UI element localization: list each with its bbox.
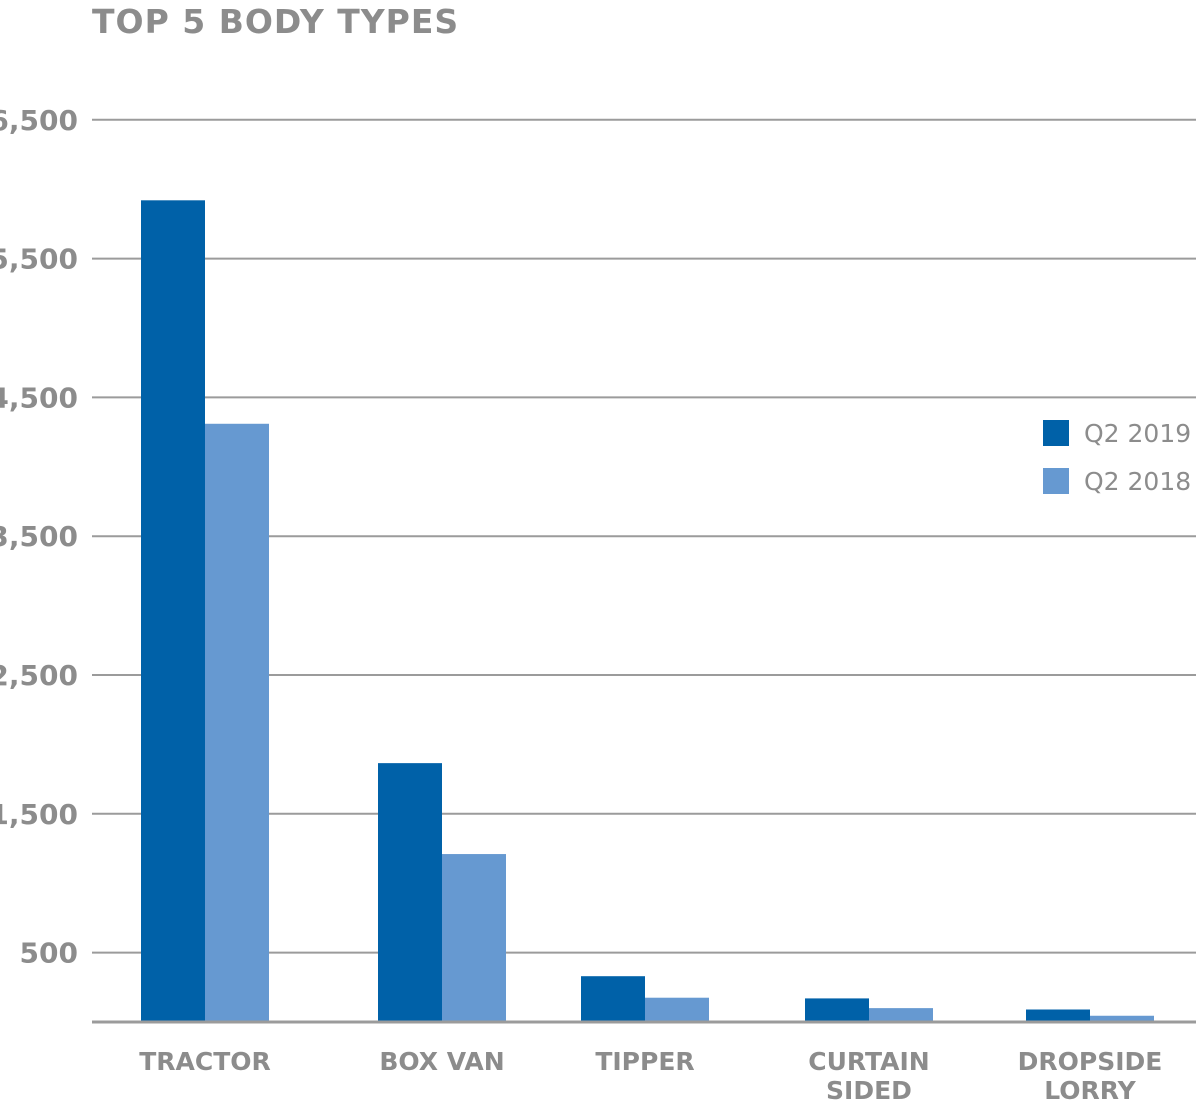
category-label: DROPSIDE LORRY <box>1018 1047 1163 1105</box>
legend-swatch <box>1043 468 1069 494</box>
category-label-line: CURTAIN <box>808 1047 929 1076</box>
category-label-line: TIPPER <box>595 1047 694 1076</box>
y-tick-label: 6,500 <box>0 104 78 137</box>
category-label-line: BOX VAN <box>379 1047 504 1076</box>
category-label-line: TRACTOR <box>139 1047 271 1076</box>
y-tick-label: 5,500 <box>0 243 78 276</box>
bars <box>141 200 1154 1023</box>
bar-q2-2019 <box>141 200 205 1022</box>
legend-label: Q2 2019 <box>1084 419 1191 448</box>
y-tick-label: 1,500 <box>0 798 78 831</box>
bar-q2-2019 <box>1026 1009 1090 1022</box>
bar-q2-2018 <box>869 1008 933 1022</box>
bar-q2-2018 <box>442 854 506 1022</box>
legend-label: Q2 2018 <box>1084 467 1191 496</box>
y-tick-label: 4,500 <box>0 381 78 414</box>
category-label: CURTAIN SIDED <box>808 1047 929 1105</box>
chart-title: TOP 5 BODY TYPES <box>92 2 460 41</box>
bar-q2-2018 <box>645 997 709 1022</box>
category-label: BOX VAN <box>379 1047 504 1076</box>
y-tick-label: 500 <box>20 937 78 970</box>
category-label-line: DROPSIDE <box>1018 1047 1163 1076</box>
category-label-line: SIDED <box>826 1076 912 1105</box>
axis-labels: 500 1,500 2,500 3,500 4,500 5,500 6,500 TRACTOR… <box>0 104 1162 1105</box>
legend-swatch <box>1043 420 1069 446</box>
bar-q2-2018 <box>205 423 269 1023</box>
bar-q2-2019 <box>805 998 869 1022</box>
y-tick-label: 2,500 <box>0 659 78 692</box>
category-label-line: LORRY <box>1044 1076 1136 1105</box>
bar-q2-2019 <box>581 976 645 1022</box>
gridlines <box>92 118 1196 954</box>
category-label: TIPPER <box>595 1047 694 1076</box>
y-tick-label: 3,500 <box>0 520 78 553</box>
bar-q2-2018 <box>1090 1015 1154 1022</box>
bar-q2-2019 <box>378 763 442 1022</box>
legend: Q2 2019 Q2 2018 <box>1043 419 1191 496</box>
category-label: TRACTOR <box>139 1047 271 1076</box>
